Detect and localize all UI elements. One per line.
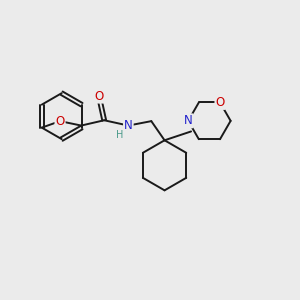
Text: H: H (116, 130, 124, 140)
Text: O: O (215, 96, 225, 109)
Text: N: N (184, 114, 193, 127)
Text: O: O (94, 90, 104, 103)
Text: N: N (124, 119, 133, 132)
Text: O: O (56, 115, 65, 128)
